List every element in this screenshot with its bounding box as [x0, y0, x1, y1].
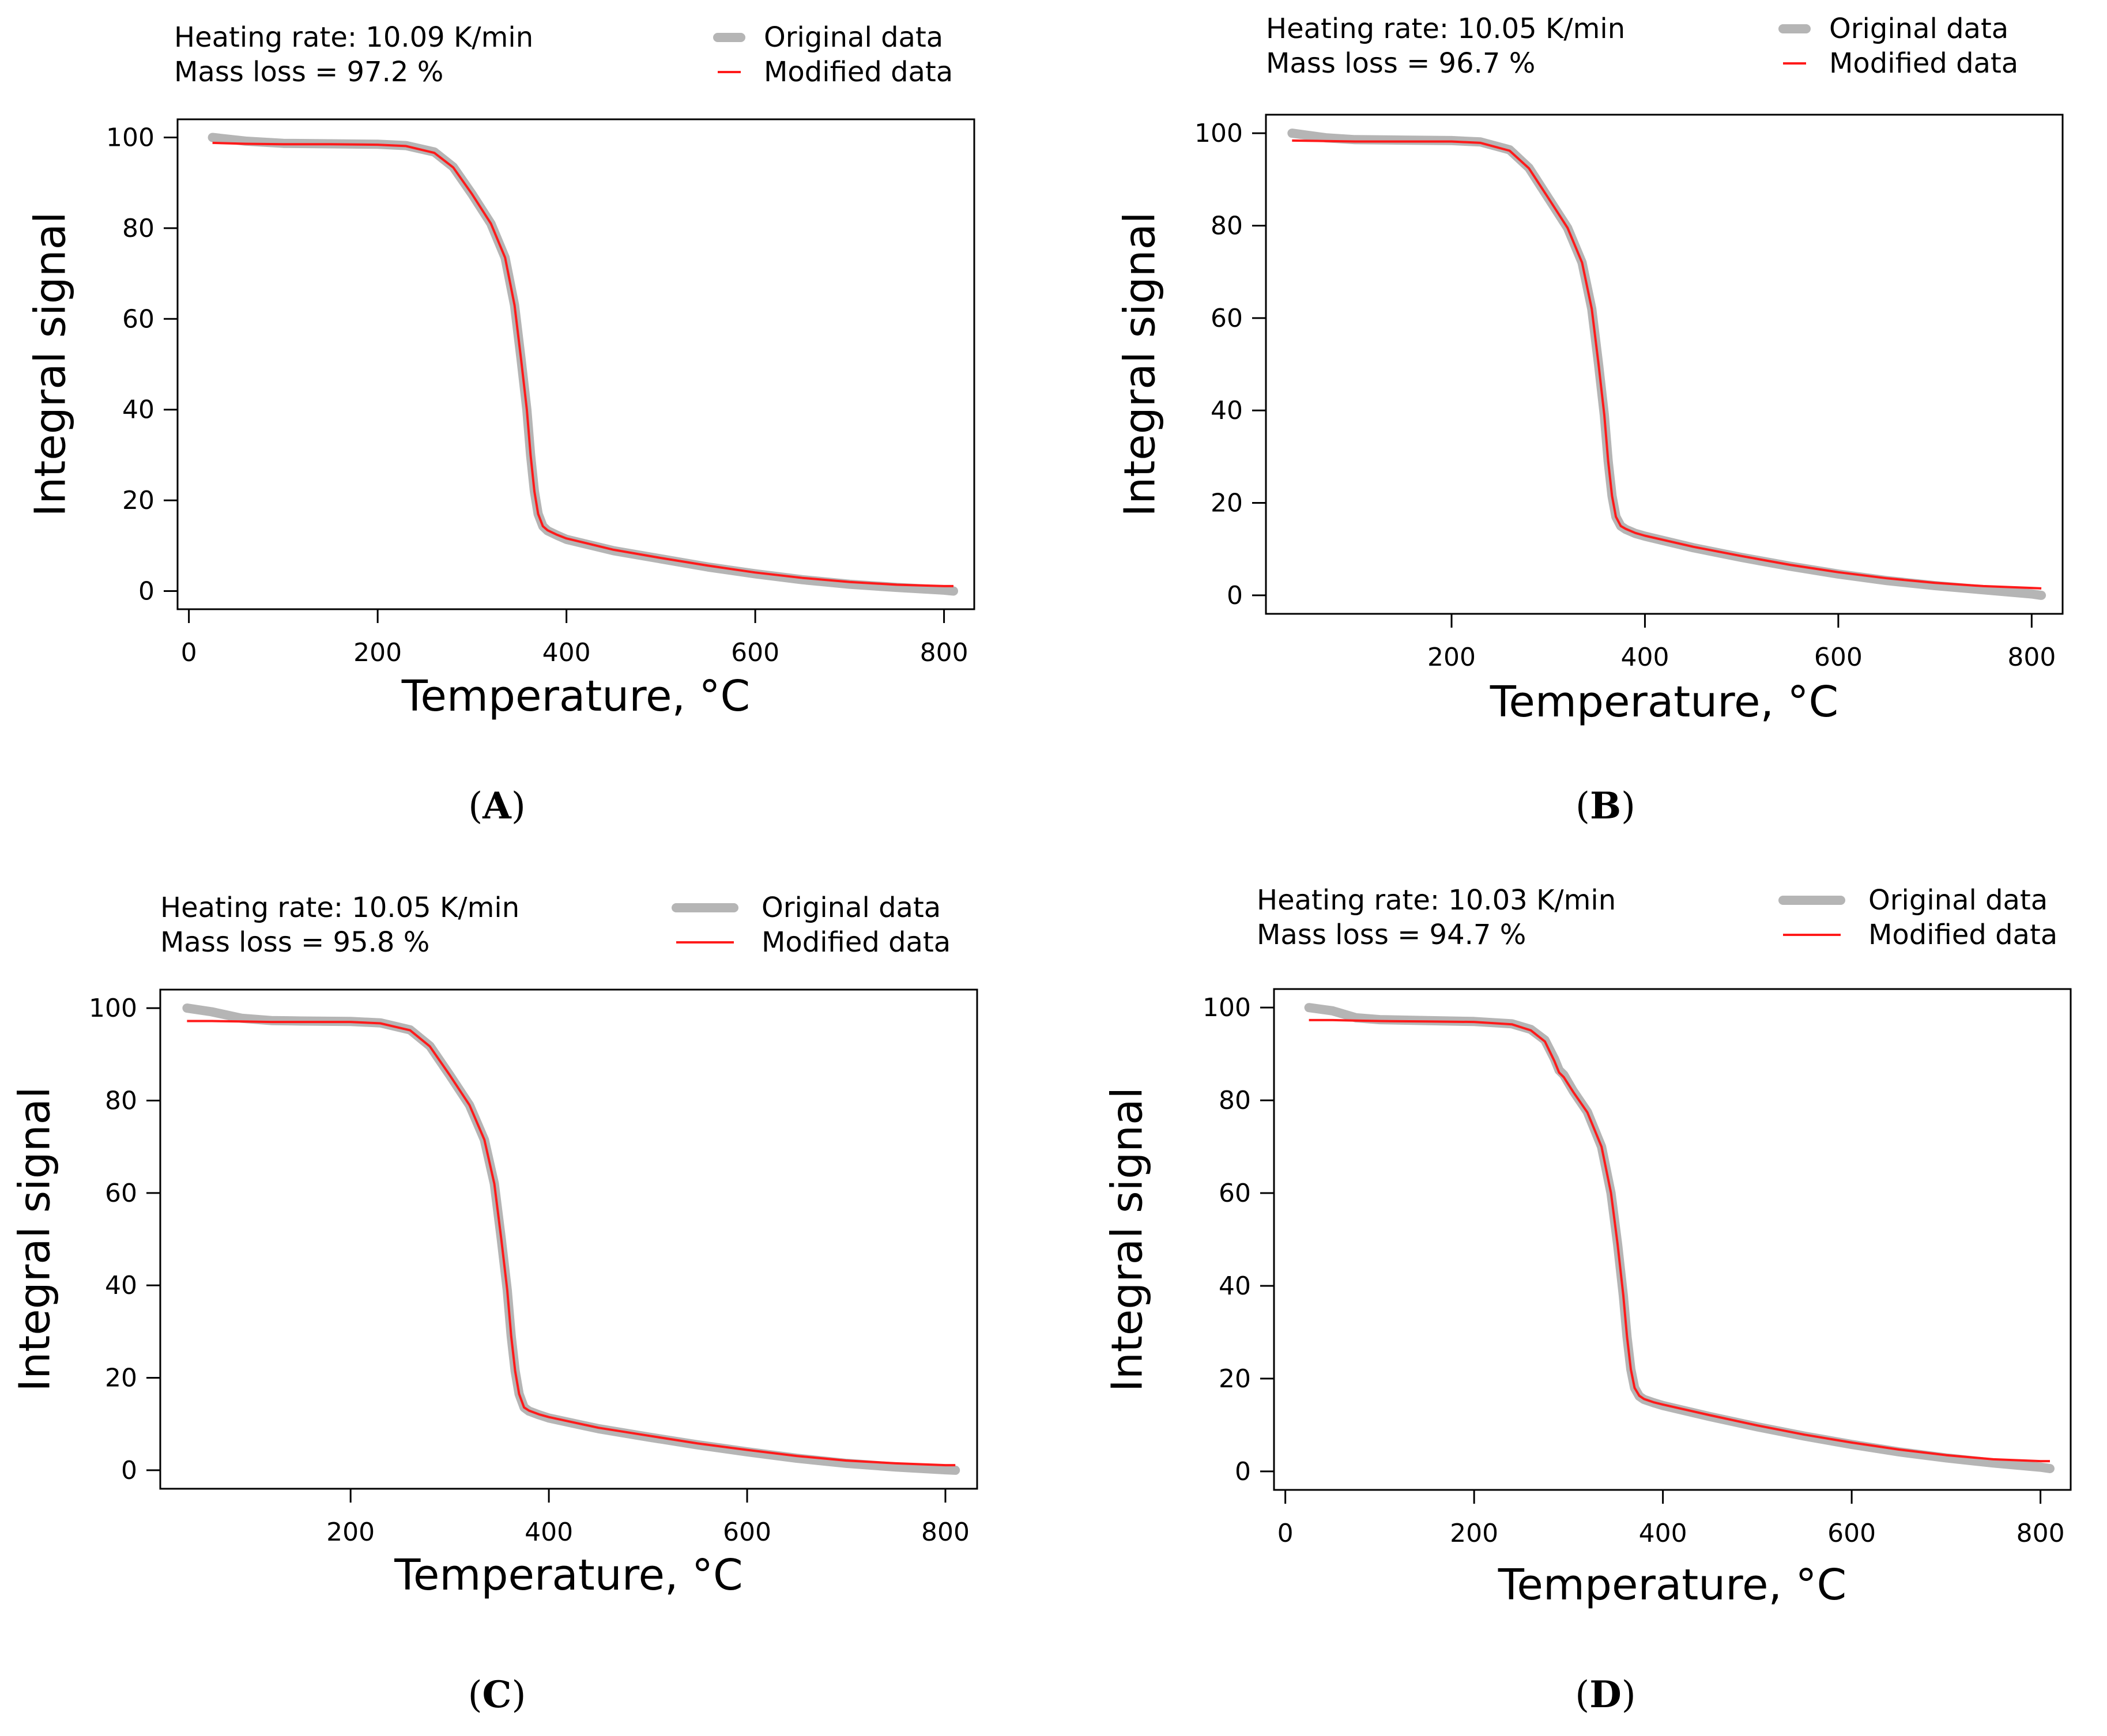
x-tick-label: 800 [920, 638, 968, 667]
x-tick-label: 600 [723, 1518, 771, 1547]
mass-loss-text: Mass loss = 95.8 % [160, 926, 429, 958]
x-tick-label: 400 [525, 1518, 573, 1547]
panel-label-letter: B [1590, 784, 1621, 828]
y-tick-label: 40 [105, 1271, 137, 1300]
legend-original-label: Original data [1829, 13, 2008, 45]
y-tick-label: 100 [106, 123, 154, 152]
panel-d: 0 20 40 60 80 100 0 200 400 600 800 Temperature, °C… [1103, 884, 2072, 1716]
heating-rate-text: Heating rate: 10.09 K/min [174, 21, 533, 54]
panel-label-open: ( [468, 785, 483, 828]
y-tick-label: 80 [105, 1086, 137, 1115]
x-tick-label: 400 [1620, 643, 1669, 672]
plot-frame [1273, 988, 2072, 1491]
y-tick-label: 40 [1211, 396, 1243, 425]
heating-rate-text: Heating rate: 10.05 K/min [160, 892, 519, 924]
y-tick-label: 100 [89, 994, 137, 1023]
panel-label-open: ( [1575, 1674, 1589, 1716]
x-tick-label: 200 [1427, 643, 1476, 672]
legend-original-label: Original data [764, 21, 943, 54]
y-tick-label: 0 [121, 1456, 137, 1485]
x-tick-label: 200 [326, 1518, 375, 1547]
series-modified-line [212, 141, 953, 587]
mass-loss-text: Mass loss = 94.7 % [1257, 919, 1526, 951]
series-original-line [1304, 1003, 2055, 1473]
y-tick-label: 100 [1203, 993, 1251, 1022]
series-original-line [182, 1003, 960, 1475]
y-tick-label: 80 [1219, 1086, 1251, 1115]
panel-label-close: ) [511, 1674, 526, 1716]
y-tick-label: 20 [105, 1364, 137, 1393]
x-axis-title: Temperature, °C [394, 1550, 742, 1600]
series-modified-line [1292, 139, 2042, 590]
x-tick-label: 600 [1814, 643, 1863, 672]
panel-label: (D) [1575, 1673, 1635, 1716]
panel-label-letter: C [483, 1673, 512, 1716]
panel-label-close: ) [1622, 1674, 1636, 1716]
mass-loss-text: Mass loss = 97.2 % [174, 56, 443, 88]
y-tick-label: 60 [105, 1179, 137, 1208]
y-tick-label: 0 [1235, 1457, 1251, 1486]
y-tick-label: 60 [122, 304, 154, 334]
x-tick-label: 400 [1639, 1519, 1687, 1548]
mass-loss-text: Mass loss = 96.7 % [1266, 47, 1535, 80]
y-tick-label: 0 [1227, 581, 1243, 610]
y-axis-title: Integral signal [26, 212, 76, 517]
y-axis-title: Integral signal [10, 1087, 60, 1392]
panel-a: 0 20 40 60 80 100 0 200 400 600 800 Temperature, °C… [26, 21, 975, 828]
x-tick-label: 0 [1277, 1519, 1294, 1548]
panel-label: (C) [468, 1673, 526, 1716]
legend-modified-label: Modified data [762, 926, 951, 958]
y-tick-label: 60 [1211, 304, 1243, 333]
y-tick-label: 60 [1219, 1179, 1251, 1208]
x-tick-label: 200 [1450, 1519, 1498, 1548]
x-tick-label: 800 [2007, 643, 2056, 672]
panel-label-open: ( [1575, 785, 1590, 828]
panel-label: (B) [1575, 784, 1635, 828]
panel-label-close: ) [1621, 785, 1635, 828]
legend-original-label: Original data [1868, 884, 2048, 916]
y-tick-label: 40 [122, 395, 154, 425]
x-tick-label: 600 [731, 638, 779, 667]
plot-frame [176, 118, 975, 610]
series-original-line [1287, 129, 2046, 600]
panel-label-letter: A [482, 784, 512, 828]
x-tick-label: 800 [921, 1518, 970, 1547]
x-axis-title: Temperature, °C [401, 671, 750, 721]
panel-b: 0 20 40 60 80 100 200 400 600 800 Temperature, °C I… [1115, 13, 2064, 828]
series-original-line [208, 133, 958, 596]
y-tick-label: 20 [1219, 1364, 1251, 1394]
panel-label: (A) [468, 784, 526, 828]
y-tick-label: 80 [1211, 211, 1243, 240]
heating-rate-text: Heating rate: 10.05 K/min [1266, 13, 1625, 45]
y-axis-title: Integral signal [1103, 1087, 1152, 1392]
legend-modified-label: Modified data [1829, 47, 2018, 80]
x-tick-label: 600 [1827, 1519, 1876, 1548]
x-tick-label: 0 [181, 638, 197, 667]
legend-modified-label: Modified data [764, 56, 953, 88]
panel-label-open: ( [468, 1674, 483, 1716]
y-tick-label: 40 [1219, 1271, 1251, 1301]
plot-frame [159, 988, 978, 1490]
y-tick-label: 80 [122, 214, 154, 243]
x-axis-title: Temperature, °C [1498, 1560, 1846, 1610]
y-tick-label: 20 [1211, 489, 1243, 518]
panel-c: 0 20 40 60 80 100 200 400 600 800 Temperature, °C I… [10, 892, 978, 1716]
panel-label-close: ) [511, 785, 526, 828]
x-tick-label: 400 [542, 638, 591, 667]
series-modified-line [1309, 1018, 2050, 1463]
y-tick-label: 20 [122, 486, 154, 515]
y-tick-label: 0 [138, 577, 154, 606]
x-axis-title: Temperature, °C [1490, 677, 1838, 727]
panel-label-letter: D [1589, 1673, 1622, 1716]
legend-original-label: Original data [762, 892, 941, 924]
y-axis-title: Integral signal [1115, 212, 1165, 517]
y-tick-label: 100 [1194, 119, 1243, 148]
legend-modified-label: Modified data [1868, 919, 2057, 951]
x-tick-label: 200 [353, 638, 402, 667]
x-tick-label: 800 [2016, 1519, 2065, 1548]
heating-rate-text: Heating rate: 10.03 K/min [1257, 884, 1616, 916]
series-modified-line [187, 1020, 956, 1467]
